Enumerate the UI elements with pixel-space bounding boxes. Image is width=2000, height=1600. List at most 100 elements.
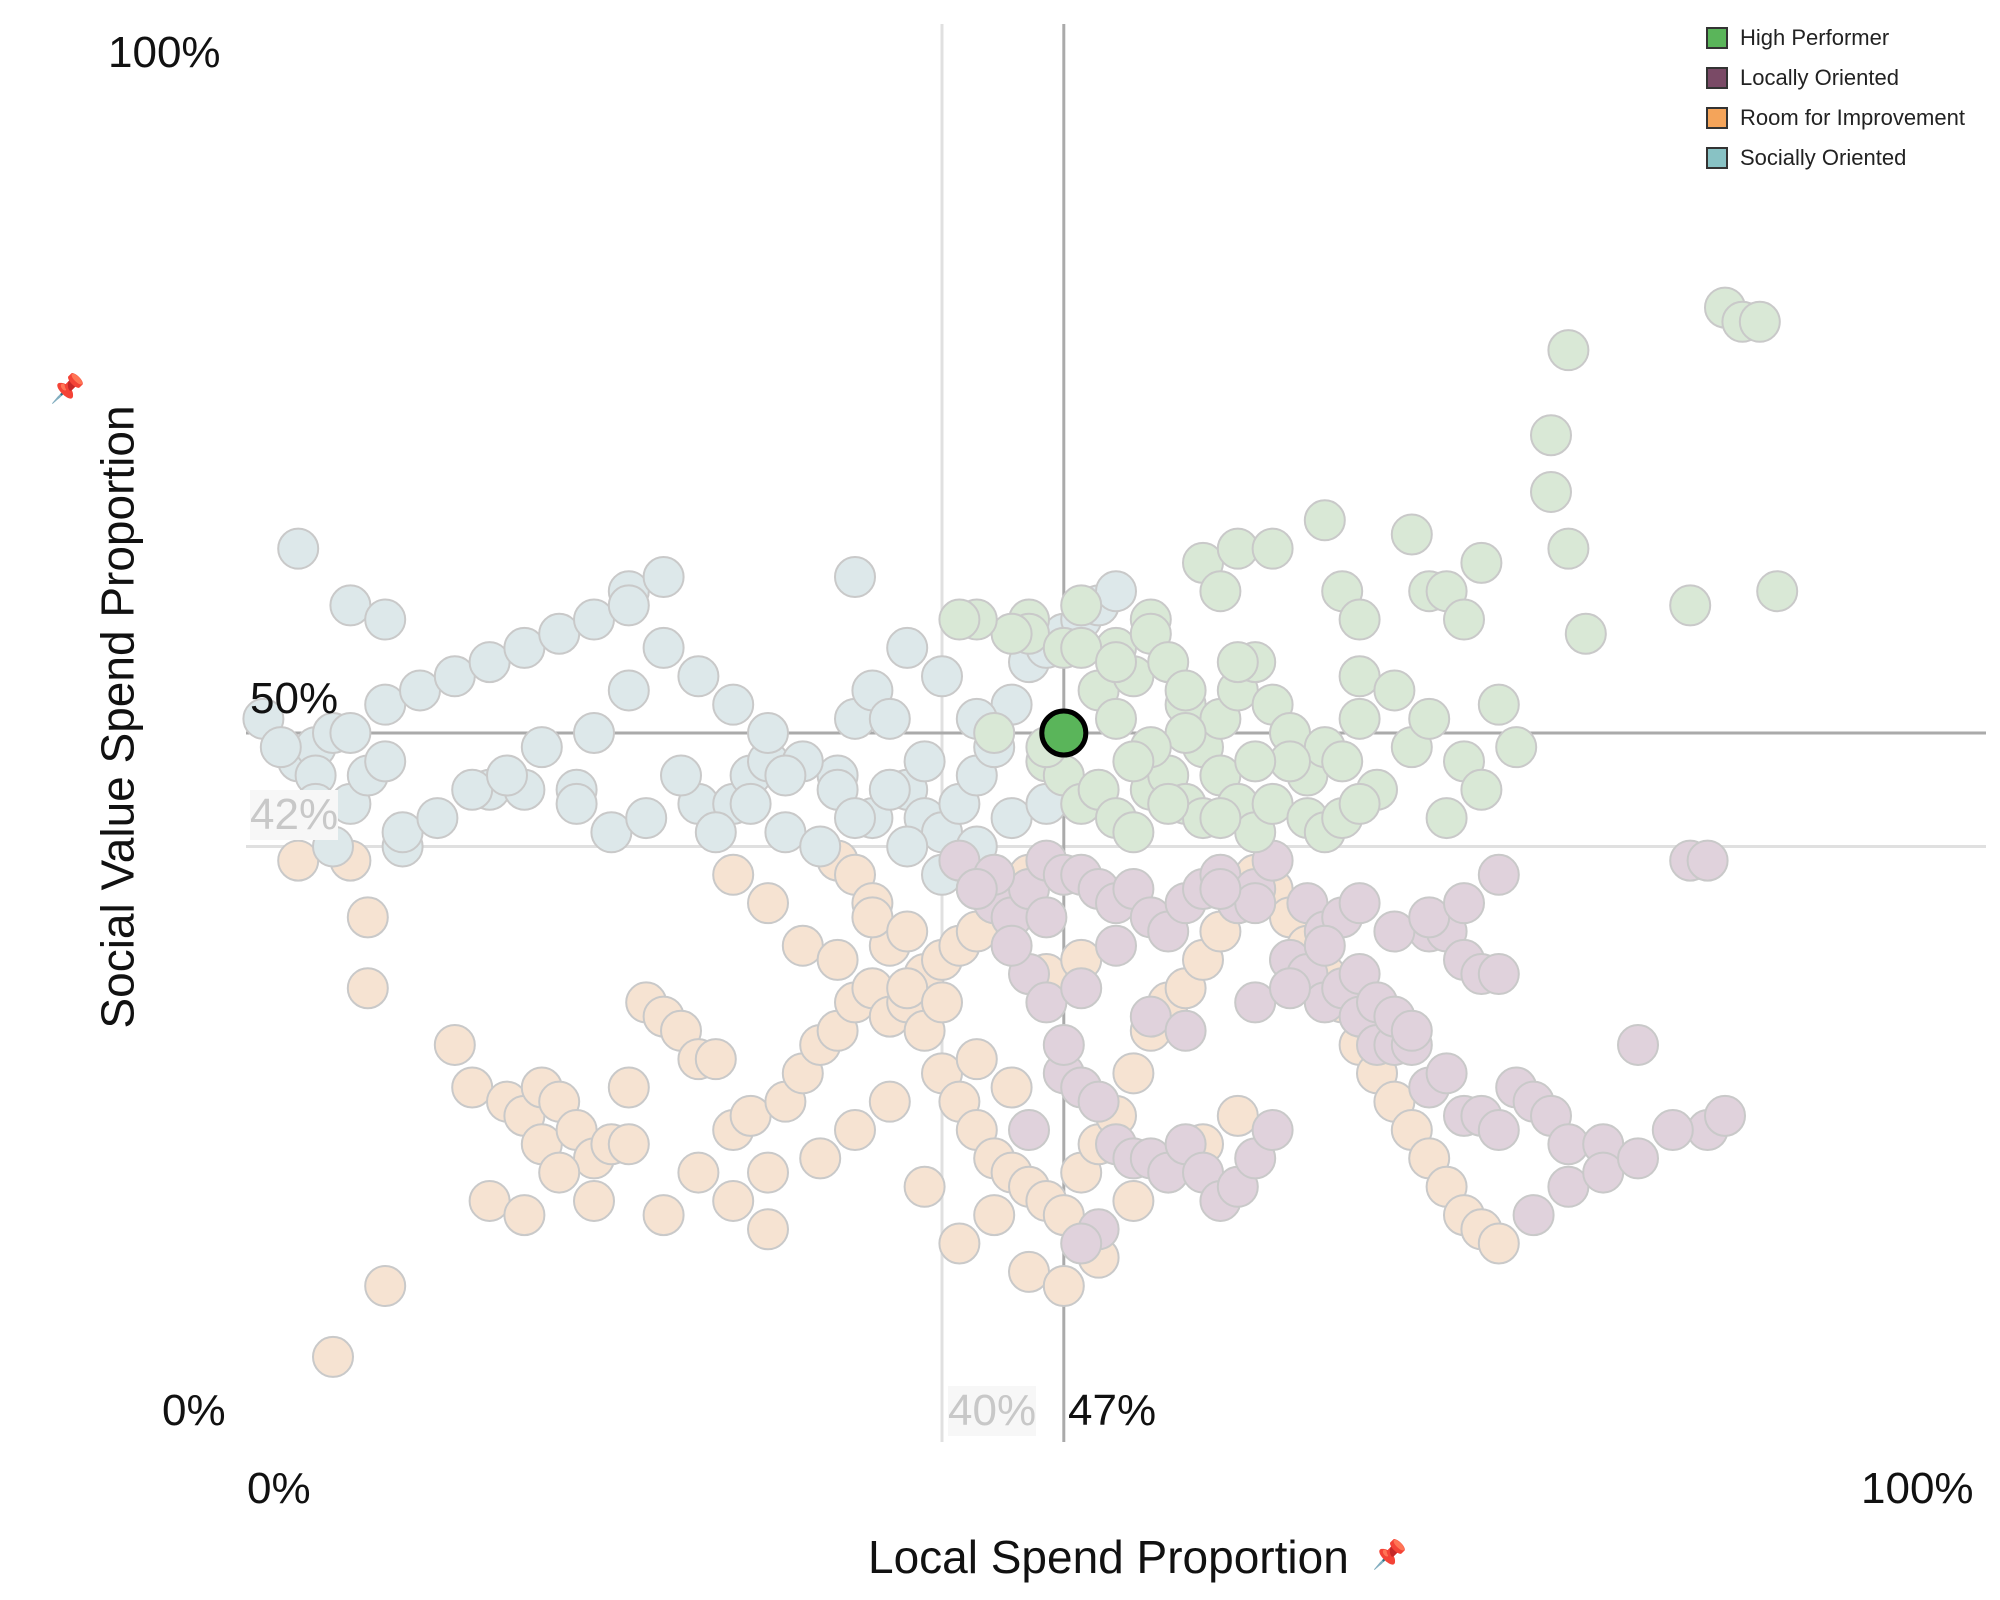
point-room-for-improvement[interactable] <box>747 882 789 925</box>
point-room-for-improvement[interactable] <box>312 1335 354 1378</box>
point-high-performer[interactable] <box>1547 329 1590 372</box>
point-room-for-improvement[interactable] <box>607 1066 650 1109</box>
legend-item-room-for-improvement[interactable]: Room for Improvement <box>1706 98 1965 138</box>
y-axis-pin-icon[interactable]: 📌 <box>50 373 85 404</box>
point-socially-oriented[interactable] <box>764 754 807 797</box>
point-socially-oriented[interactable] <box>573 712 615 754</box>
point-locally-oriented[interactable] <box>1303 924 1346 967</box>
point-room-for-improvement[interactable] <box>799 1137 842 1180</box>
point-locally-oriented[interactable] <box>990 924 1033 967</box>
point-high-performer[interactable] <box>1338 598 1381 641</box>
point-locally-oriented[interactable] <box>1199 867 1242 910</box>
point-room-for-improvement[interactable] <box>538 1151 581 1194</box>
point-room-for-improvement[interactable] <box>973 1194 1016 1237</box>
point-room-for-improvement[interactable] <box>816 938 859 981</box>
point-high-performer[interactable] <box>1460 768 1503 811</box>
point-locally-oriented[interactable] <box>1095 924 1137 967</box>
point-room-for-improvement[interactable] <box>712 853 755 896</box>
point-socially-oriented[interactable] <box>520 726 563 769</box>
point-room-for-improvement[interactable] <box>364 1265 407 1308</box>
point-socially-oriented[interactable] <box>642 556 685 599</box>
point-locally-oriented[interactable] <box>1164 1009 1207 1052</box>
point-room-for-improvement[interactable] <box>1042 1265 1085 1308</box>
point-high-performer[interactable] <box>1530 414 1572 457</box>
point-high-performer[interactable] <box>1060 584 1103 627</box>
point-room-for-improvement[interactable] <box>747 1151 789 1194</box>
point-locally-oriented[interactable] <box>955 867 998 910</box>
point-high-performer[interactable] <box>1530 470 1572 513</box>
point-room-for-improvement[interactable] <box>694 1038 737 1081</box>
legend-item-high-performer[interactable]: High Performer <box>1706 18 1965 58</box>
point-socially-oriented[interactable] <box>834 556 876 599</box>
point-room-for-improvement[interactable] <box>903 1165 946 1208</box>
point-socially-oriented[interactable] <box>921 655 963 698</box>
point-socially-oriented[interactable] <box>729 782 772 825</box>
point-locally-oriented[interactable] <box>1251 1109 1294 1152</box>
point-locally-oriented[interactable] <box>1512 1194 1555 1237</box>
point-locally-oriented[interactable] <box>1077 1080 1120 1123</box>
point-socially-oriented[interactable] <box>694 811 737 854</box>
point-socially-oriented[interactable] <box>868 768 911 811</box>
point-high-performer[interactable] <box>1095 697 1137 740</box>
point-socially-oriented[interactable] <box>886 626 929 669</box>
point-high-performer[interactable] <box>973 712 1016 754</box>
point-high-performer[interactable] <box>1756 570 1799 613</box>
point-room-for-improvement[interactable] <box>834 1109 876 1152</box>
point-high-performer[interactable] <box>1199 797 1242 840</box>
point-locally-oriented[interactable] <box>1686 839 1729 882</box>
point-high-performer[interactable] <box>1251 527 1294 570</box>
point-locally-oriented[interactable] <box>1704 1094 1746 1137</box>
point-locally-oriented[interactable] <box>1042 1023 1085 1066</box>
legend-item-locally-oriented[interactable]: Locally Oriented <box>1706 58 1965 98</box>
point-high-performer[interactable] <box>938 598 981 641</box>
point-socially-oriented[interactable] <box>677 655 720 698</box>
point-room-for-improvement[interactable] <box>346 967 389 1010</box>
point-socially-oriented[interactable] <box>364 740 407 783</box>
point-locally-oriented[interactable] <box>1008 1109 1050 1152</box>
point-room-for-improvement[interactable] <box>677 1151 720 1194</box>
point-room-for-improvement[interactable] <box>990 1066 1033 1109</box>
point-locally-oriented[interactable] <box>1617 1137 1659 1180</box>
point-socially-oriented[interactable] <box>416 797 459 840</box>
point-high-performer[interactable] <box>1425 797 1468 840</box>
point-room-for-improvement[interactable] <box>1112 1052 1155 1095</box>
point-room-for-improvement[interactable] <box>955 1038 998 1081</box>
point-high-performer[interactable] <box>1495 726 1538 769</box>
point-locally-oriented[interactable] <box>1269 967 1311 1010</box>
point-high-performer[interactable] <box>1112 740 1155 783</box>
point-room-for-improvement[interactable] <box>868 1080 911 1123</box>
point-room-for-improvement[interactable] <box>886 910 929 953</box>
point-socially-oriented[interactable] <box>868 697 911 740</box>
point-high-performer[interactable] <box>1303 499 1346 542</box>
point-socially-oriented[interactable] <box>277 527 320 570</box>
point-locally-oriented[interactable] <box>1060 1222 1103 1265</box>
point-high-performer[interactable] <box>1112 811 1155 854</box>
point-socially-oriented[interactable] <box>712 683 755 726</box>
point-socially-oriented[interactable] <box>834 797 876 840</box>
point-high-performer[interactable] <box>1216 641 1259 684</box>
point-locally-oriented[interactable] <box>1025 896 1068 939</box>
point-socially-oriented[interactable] <box>747 712 789 754</box>
point-socially-oriented[interactable] <box>660 754 702 797</box>
point-high-performer[interactable] <box>1147 782 1190 825</box>
point-locally-oriented[interactable] <box>1390 1009 1433 1052</box>
point-room-for-improvement[interactable] <box>747 1208 789 1251</box>
highlighted-point[interactable] <box>1039 708 1089 758</box>
point-locally-oriented[interactable] <box>1651 1109 1694 1152</box>
point-socially-oriented[interactable] <box>607 584 650 627</box>
point-high-performer[interactable] <box>1443 598 1485 641</box>
point-high-performer[interactable] <box>1477 683 1520 726</box>
point-high-performer[interactable] <box>1164 669 1207 712</box>
point-locally-oriented[interactable] <box>1338 882 1381 925</box>
point-room-for-improvement[interactable] <box>938 1222 981 1265</box>
point-socially-oriented[interactable] <box>364 598 407 641</box>
point-high-performer[interactable] <box>1095 641 1137 684</box>
point-high-performer[interactable] <box>1338 697 1381 740</box>
point-socially-oriented[interactable] <box>486 754 528 797</box>
x-axis-pin-icon[interactable]: 📌 <box>1372 1539 1407 1570</box>
point-room-for-improvement[interactable] <box>1477 1222 1520 1265</box>
point-locally-oriented[interactable] <box>1060 967 1103 1010</box>
point-socially-oriented[interactable] <box>607 669 650 712</box>
point-socially-oriented[interactable] <box>903 740 946 783</box>
point-high-performer[interactable] <box>1321 740 1364 783</box>
